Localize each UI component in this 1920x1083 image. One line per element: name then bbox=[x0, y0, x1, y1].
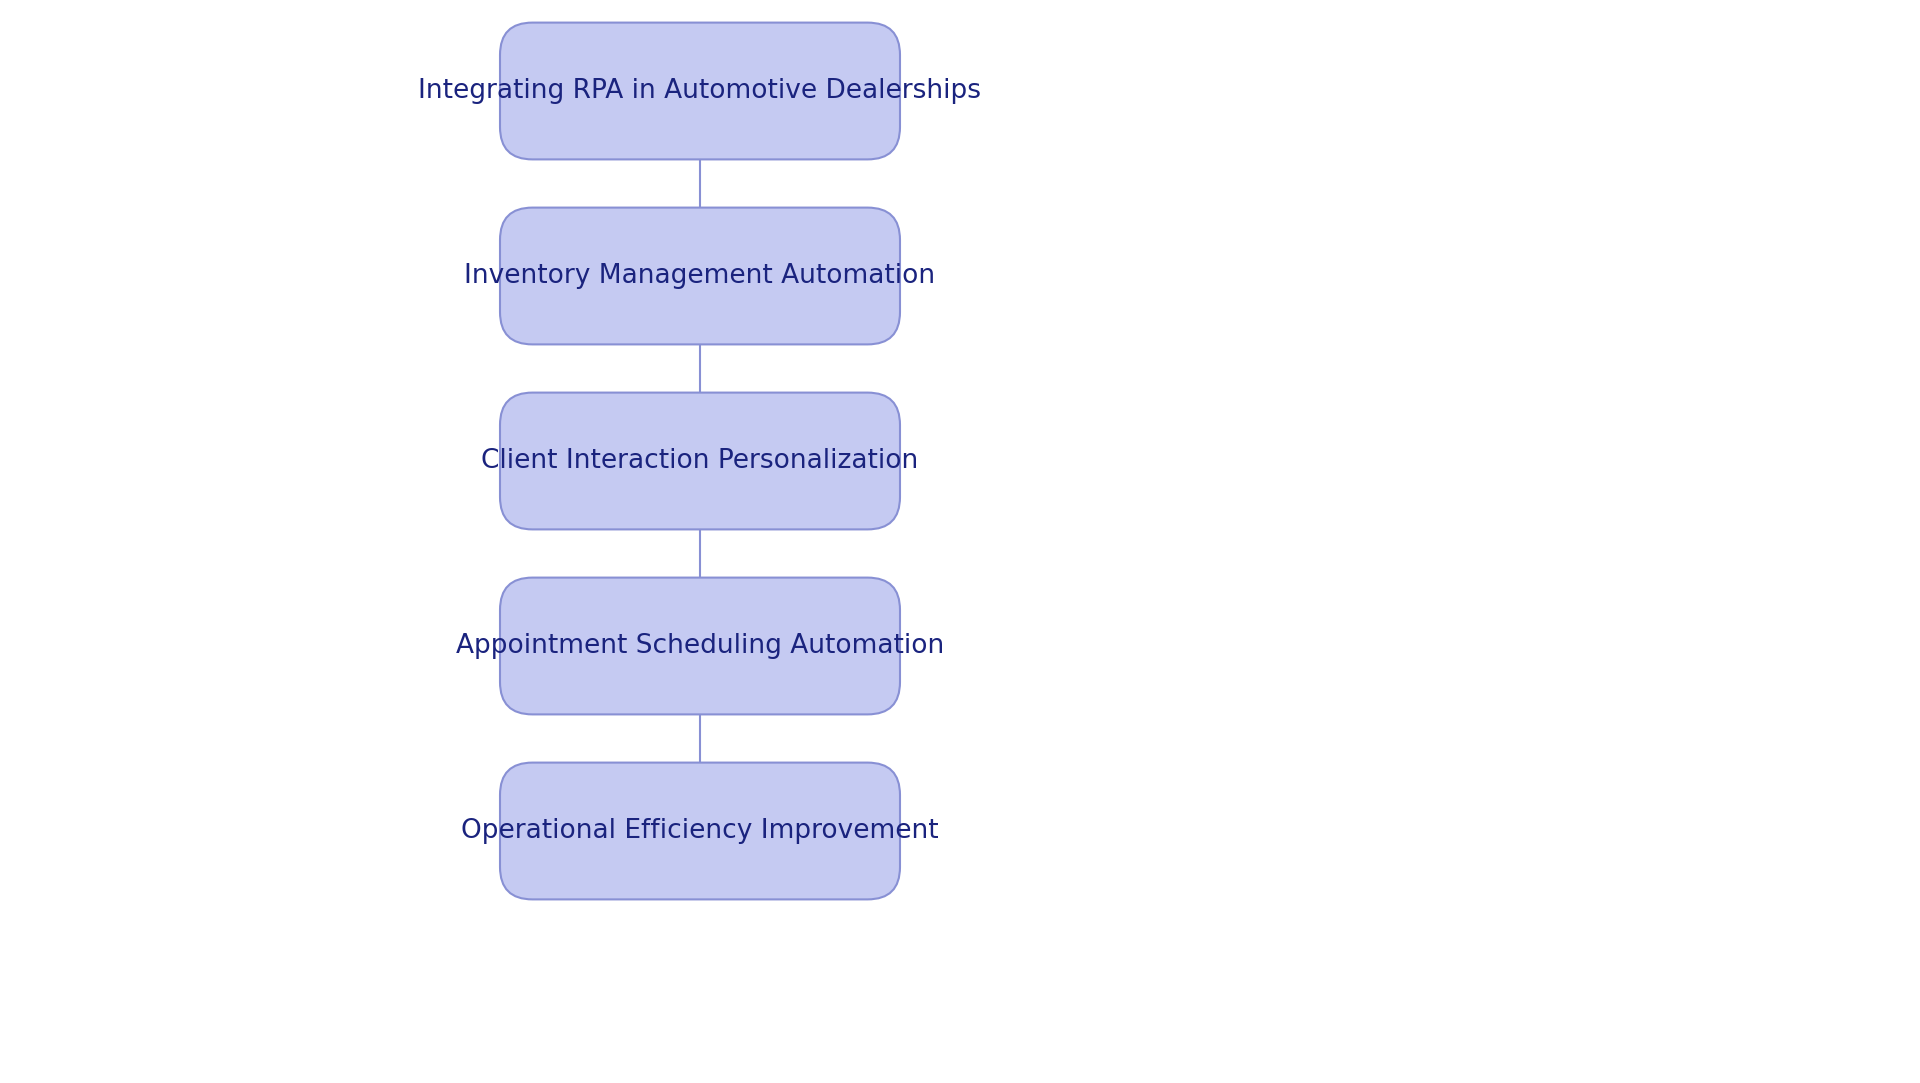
Text: Integrating RPA in Automotive Dealerships: Integrating RPA in Automotive Dealership… bbox=[419, 78, 981, 104]
Text: Operational Efficiency Improvement: Operational Efficiency Improvement bbox=[461, 818, 939, 844]
Text: Appointment Scheduling Automation: Appointment Scheduling Automation bbox=[455, 632, 945, 658]
FancyBboxPatch shape bbox=[499, 577, 900, 715]
FancyBboxPatch shape bbox=[499, 23, 900, 159]
FancyBboxPatch shape bbox=[499, 762, 900, 899]
Text: Client Interaction Personalization: Client Interaction Personalization bbox=[482, 448, 918, 474]
FancyBboxPatch shape bbox=[499, 208, 900, 344]
FancyBboxPatch shape bbox=[499, 393, 900, 530]
Text: Inventory Management Automation: Inventory Management Automation bbox=[465, 263, 935, 289]
